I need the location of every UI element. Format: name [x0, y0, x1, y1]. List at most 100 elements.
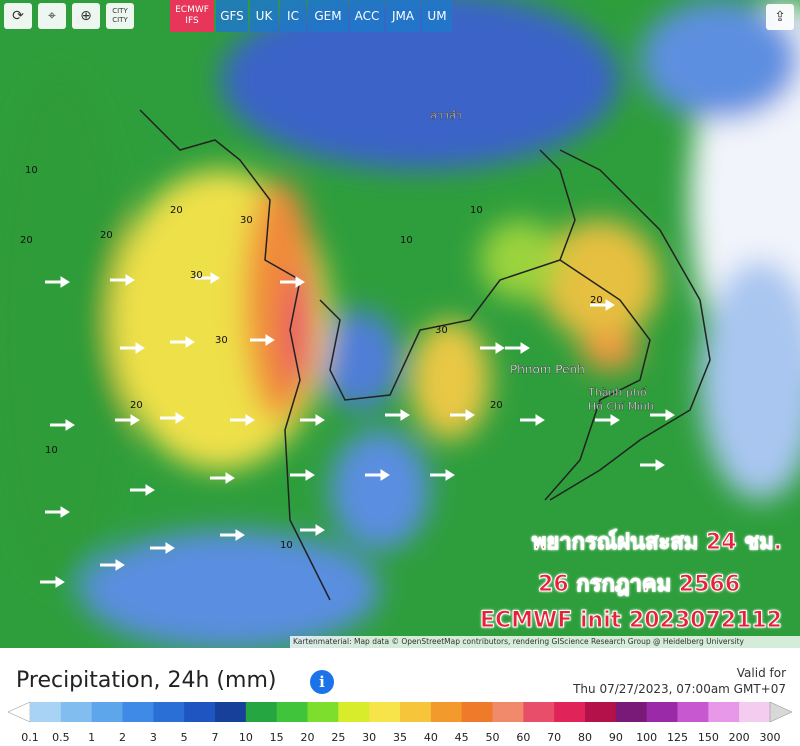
contour-label: 10 [25, 165, 38, 176]
model-button[interactable]: ACC [350, 0, 384, 32]
scale-cell [554, 702, 586, 722]
scale-cell [430, 702, 463, 722]
contour-label: 20 [170, 205, 183, 216]
arrow-head [295, 276, 305, 288]
scale-cell [646, 702, 678, 722]
scale-label: 45 [455, 731, 469, 744]
valid-time: Thu 07/27/2023, 07:00am GMT+07 [573, 682, 786, 696]
contour-label: 10 [280, 540, 293, 551]
scale-label: 30 [362, 731, 376, 744]
arrow-head [315, 414, 325, 426]
location-button[interactable]: ⌖ [38, 3, 66, 29]
arrow-head [610, 414, 620, 426]
model-button[interactable]: GFS [216, 0, 248, 32]
arrow-head [605, 299, 615, 311]
contour-label: 20 [100, 230, 113, 241]
arrow-head [665, 409, 675, 421]
arrow-head [55, 576, 65, 588]
share-button[interactable]: ⇪ [766, 4, 794, 30]
arrow-head [185, 336, 195, 348]
scale-cell [91, 702, 123, 722]
scale-label: 150 [698, 731, 719, 744]
arrow-head [235, 529, 245, 541]
arrow-head [225, 472, 235, 484]
arrow-head [165, 542, 175, 554]
scale-cell [215, 702, 247, 722]
scale-end [7, 701, 31, 723]
model-button[interactable]: UM [422, 0, 452, 32]
attribution: Kartenmaterial: Map data © OpenStreetMap… [290, 636, 800, 648]
scale-label: 35 [393, 731, 407, 744]
contour-label: 30 [435, 325, 448, 336]
rain-field [0, 0, 800, 648]
scale-label: 125 [667, 731, 688, 744]
scale-label: 0.5 [52, 731, 70, 744]
scale-cell [461, 702, 493, 722]
scale-cell [276, 702, 308, 722]
arrow-head [520, 342, 530, 354]
arrow-head [495, 342, 505, 354]
arrow-head [655, 459, 665, 471]
scale-end [769, 701, 793, 723]
scale-cell [400, 702, 432, 722]
scale-label: 25 [331, 731, 345, 744]
scale-label: 7 [212, 731, 219, 744]
scale-label: 5 [181, 731, 188, 744]
valid-label: Valid for [736, 666, 786, 680]
scale-label: 40 [424, 731, 438, 744]
city-button[interactable]: CITY CITY [106, 3, 134, 29]
zoom-button[interactable]: ⊕ [72, 3, 100, 29]
scale-label: 90 [609, 731, 623, 744]
info-button[interactable]: i [310, 670, 334, 694]
scale-cell [369, 702, 401, 722]
arrow-head [535, 414, 545, 426]
scale-label: 2 [119, 731, 126, 744]
scale-label: 0.1 [21, 731, 39, 744]
scale-cell [184, 702, 216, 722]
scale-label: 1 [88, 731, 95, 744]
place-label: Hồ Chí Minh [588, 400, 654, 413]
scale-label: 50 [486, 731, 500, 744]
scale-label: 3 [150, 731, 157, 744]
place-label: Phnom Penh [510, 363, 585, 377]
model-button[interactable]: GEM [308, 0, 348, 32]
scale-cell [739, 702, 771, 722]
scale-cell [708, 702, 740, 722]
arrow-head [315, 524, 325, 536]
contour-label: 30 [215, 335, 228, 346]
city-line: CITY [112, 7, 128, 15]
model-line: IFS [185, 16, 199, 26]
arrow-head [445, 469, 455, 481]
arrow-head [400, 409, 410, 421]
place-label: Thành phố [587, 386, 647, 399]
contour-label: 10 [400, 235, 413, 246]
arrow-head [130, 414, 140, 426]
scale-cell [122, 702, 154, 722]
scale-label: 80 [578, 731, 592, 744]
wind-arrows [40, 272, 675, 588]
scale-label: 10 [239, 731, 253, 744]
borders [139, 109, 711, 601]
model-button[interactable]: JMA [386, 0, 420, 32]
scale-cell [338, 702, 370, 722]
arrow-head [60, 506, 70, 518]
contour-label: 20 [20, 235, 33, 246]
scale-cell [245, 702, 278, 722]
arrow-head [135, 342, 145, 354]
refresh-button[interactable]: ⟳ [4, 3, 32, 29]
contour-label: 20 [130, 400, 143, 411]
arrow-head [65, 419, 75, 431]
contour-label: 20 [590, 295, 603, 306]
scale-cell [60, 702, 93, 722]
scale-label: 20 [301, 731, 315, 744]
overlay-text: พยากรณ์ฝนสะสม 24 ชม. [531, 530, 782, 556]
model-button[interactable]: UK [250, 0, 278, 32]
overlay-text: 26 กรกฎาคม 2566 [538, 572, 741, 598]
scale-cell [492, 702, 524, 722]
model-button[interactable]: IC [280, 0, 306, 32]
contour-label: 10 [45, 445, 58, 456]
scale-cell [615, 702, 648, 722]
model-active[interactable]: ECMWF IFS [170, 0, 214, 32]
model-line: ECMWF [175, 5, 209, 15]
arrow-head [465, 409, 475, 421]
